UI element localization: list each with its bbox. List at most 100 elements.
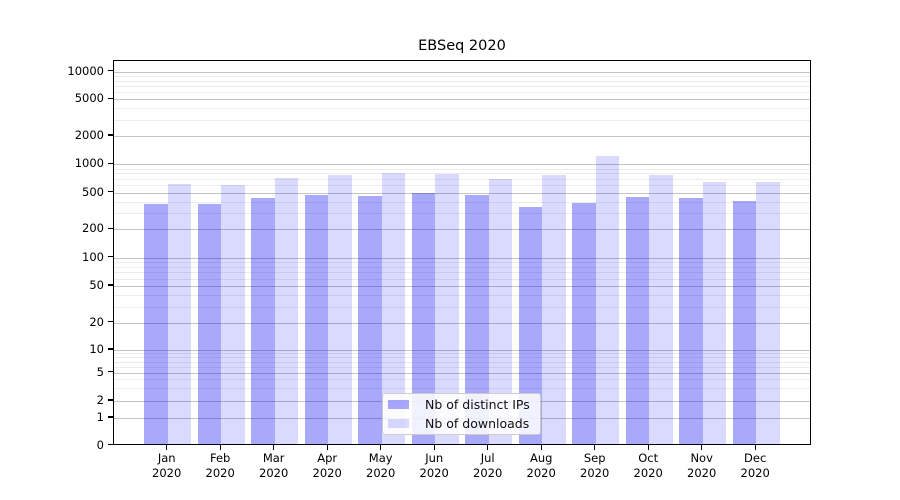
gridline-minor (114, 178, 810, 180)
y-tick-label: 50 (89, 278, 104, 292)
gridline-minor (114, 185, 810, 187)
legend-item-distinct-ips: Nb of distinct IPs (388, 397, 535, 413)
y-tick-label: 1000 (74, 156, 104, 171)
bar-distinct-ips-jul (465, 194, 489, 444)
x-tick-label-year: 2020 (205, 465, 235, 480)
legend-swatch-downloads (388, 418, 409, 428)
y-tick-mark (108, 162, 113, 164)
x-tick-label-month: Jun (425, 451, 444, 465)
gridline-major (114, 71, 810, 73)
gridline-major (114, 322, 810, 324)
gridline-minor (114, 272, 810, 274)
gridline-minor (114, 85, 810, 87)
x-tick-label-month: Dec (744, 451, 767, 465)
bar-downloads-nov (702, 181, 727, 444)
x-tick-label-year: 2020 (473, 465, 503, 480)
legend: Nb of distinct IPs Nb of downloads (382, 393, 541, 435)
gridline-minor (114, 357, 810, 359)
bar-downloads-jun (435, 173, 459, 444)
x-tick-label-month: Apr (317, 451, 338, 465)
x-tick-mark (433, 445, 435, 450)
x-tick-mark (380, 445, 382, 450)
gridline-major (114, 350, 810, 351)
x-tick-mark (701, 445, 703, 450)
gridline-major (114, 136, 810, 137)
gridline-major (114, 192, 810, 194)
y-tick-label: 200 (82, 221, 104, 236)
bar-downloads-aug (542, 174, 566, 444)
x-tick-label-year: 2020 (526, 465, 556, 480)
gridline-major (114, 286, 810, 287)
gridline-minor (114, 388, 810, 390)
gridline-minor (114, 80, 810, 82)
gridline-minor (114, 173, 810, 175)
gridline-minor (114, 75, 810, 77)
y-tick-label: 1 (96, 410, 104, 424)
gridline-minor (114, 119, 810, 121)
x-tick-mark (594, 445, 596, 450)
y-tick-label: 5 (96, 364, 104, 379)
y-tick-label: 2 (96, 393, 104, 407)
x-tick-label: Oct 2020 (620, 451, 676, 480)
y-tick-mark (108, 416, 113, 418)
bar-distinct-ips-may (358, 196, 382, 444)
bar-distinct-ips-sep (572, 202, 596, 444)
bar-downloads-feb (221, 185, 245, 444)
gridline-minor (114, 92, 810, 93)
x-tick-mark (647, 445, 649, 450)
gridline-major (114, 164, 810, 166)
x-tick-label: Nov 2020 (674, 451, 730, 480)
x-tick-label: Jul 2020 (460, 451, 516, 480)
legend-label-distinct-ips: Nb of distinct IPs (425, 397, 530, 413)
y-tick-mark (108, 348, 113, 350)
y-tick-mark (108, 370, 113, 373)
x-tick-label-month: Nov (690, 451, 713, 465)
bar-downloads-jul (488, 179, 513, 444)
x-tick-label: Jan 2020 (139, 451, 195, 480)
gridline-minor (114, 353, 810, 355)
x-tick-label-year: 2020 (259, 465, 289, 480)
x-tick-label: Aug 2020 (513, 451, 569, 480)
y-tick-mark (108, 191, 113, 193)
legend-label-downloads: Nb of downloads (425, 415, 530, 431)
bar-distinct-ips-jan (144, 203, 168, 444)
y-tick-mark (108, 284, 113, 286)
bar-downloads-jan (167, 183, 192, 444)
y-tick-mark (108, 444, 113, 446)
bar-distinct-ips-aug (518, 206, 543, 444)
x-tick-label: Apr 2020 (299, 451, 355, 480)
x-tick-label-month: Feb (210, 451, 231, 465)
x-tick-label-year: 2020 (740, 465, 770, 480)
x-tick-label-year: 2020 (633, 465, 663, 480)
x-tick-mark (166, 445, 168, 450)
legend-swatch-distinct-ips (388, 400, 409, 410)
bar-distinct-ips-jun (411, 192, 436, 444)
gridline-major (114, 257, 810, 259)
x-tick-mark (540, 445, 542, 450)
x-tick-label-year: 2020 (687, 465, 717, 480)
x-tick-label: Dec 2020 (727, 451, 783, 480)
legend-item-downloads: Nb of downloads (388, 416, 535, 432)
bar-distinct-ips-dec (732, 200, 757, 444)
gridline-minor (114, 278, 810, 280)
gridline-minor (114, 213, 810, 215)
x-tick-label-month: Oct (638, 451, 659, 465)
x-tick-mark (219, 445, 221, 450)
y-tick-label: 2000 (74, 128, 104, 142)
gridline-minor (114, 108, 810, 110)
bar-downloads-mar (274, 178, 299, 444)
y-tick-label: 500 (82, 184, 104, 199)
bar-distinct-ips-apr (304, 195, 329, 444)
y-tick-mark (108, 134, 113, 136)
x-tick-label: Mar 2020 (246, 451, 302, 480)
x-tick-label: May 2020 (353, 451, 409, 480)
y-tick-mark (108, 399, 113, 401)
gridline-minor (114, 366, 810, 368)
y-tick-label: 5000 (74, 91, 104, 106)
y-tick-mark (108, 256, 113, 258)
y-tick-label: 100 (82, 249, 104, 264)
x-tick-label-month: Aug (529, 451, 553, 465)
gridline-major (114, 99, 810, 101)
gridline-major (114, 372, 810, 374)
